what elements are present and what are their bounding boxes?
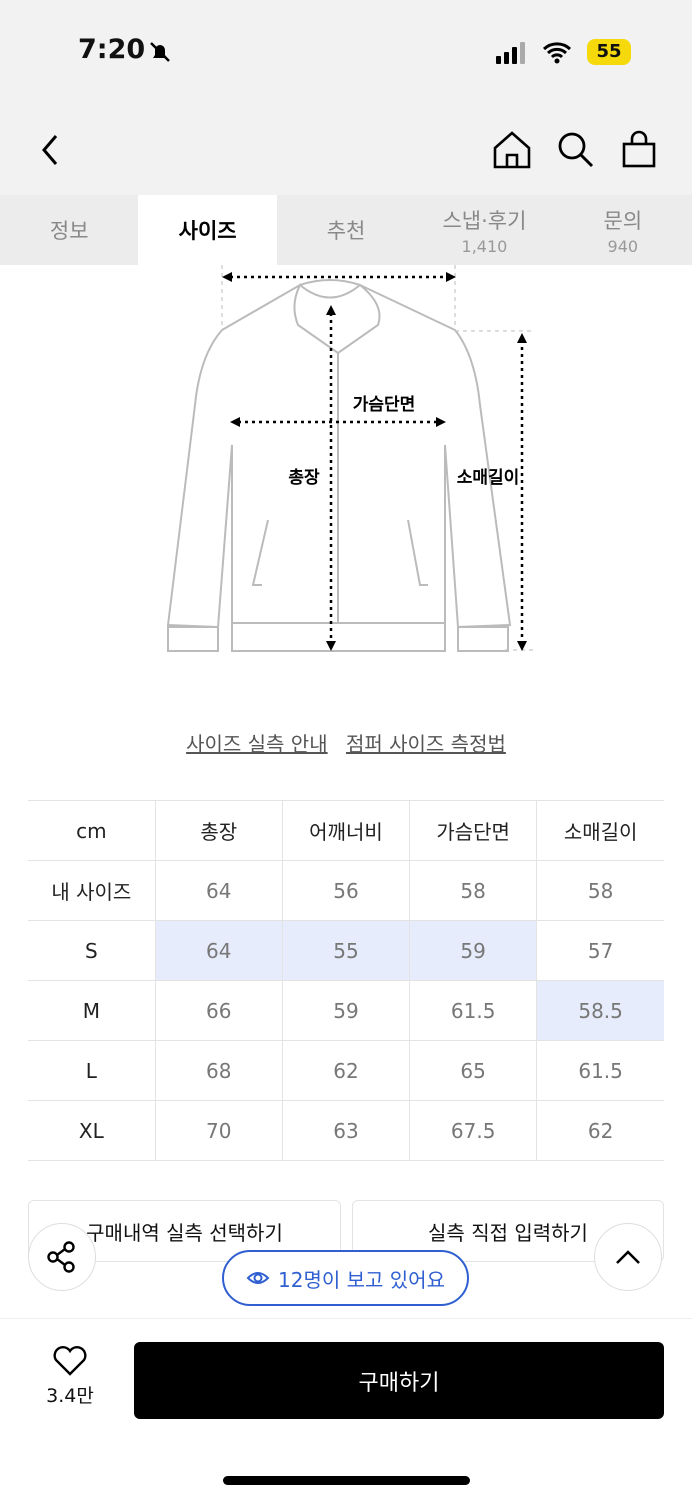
table-row: 내 사이즈 64 56 58 58 (28, 860, 664, 921)
table-cell: 64 (155, 860, 283, 921)
tab-size[interactable]: 사이즈 (138, 195, 277, 265)
table-cell: 56 (282, 860, 411, 921)
table-cell: XL (28, 1100, 156, 1161)
table-cell: 62 (536, 1100, 664, 1161)
table-cell: 59 (409, 920, 538, 981)
jacket-size-diagram: 가슴단면 총장 소매길이 (166, 265, 535, 652)
tab-label: 사이즈 (178, 219, 237, 243)
table-cell: 64 (155, 920, 283, 981)
table-row: L 68 62 65 61.5 (28, 1040, 664, 1101)
table-cell: 66 (155, 980, 283, 1041)
back-icon[interactable] (38, 134, 62, 166)
size-table: cm 총장 어깨너비 가슴단면 소매길이 내 사이즈 64 56 58 58 S 64 55 59 57… (28, 800, 664, 1161)
table-cell: 내 사이즈 (28, 860, 156, 921)
table-header: cm (28, 800, 156, 861)
buy-button[interactable]: 구매하기 (134, 1342, 664, 1419)
tab-label: 스냅·후기 (442, 208, 527, 233)
viewers-badge: 12명이 보고 있어요 (222, 1250, 469, 1306)
measure-method-link[interactable]: 점퍼 사이즈 측정법 (345, 732, 506, 756)
table-cell: 58 (409, 860, 538, 921)
scroll-top-button[interactable] (594, 1223, 662, 1291)
table-header-row: cm 총장 어깨너비 가슴단면 소매길이 (28, 800, 664, 861)
direct-measure-input-button[interactable]: 실측 직접 입력하기 (352, 1200, 664, 1262)
table-cell: M (28, 980, 156, 1041)
clock: 7:20 (78, 34, 146, 65)
battery-indicator: 55 (587, 39, 631, 65)
table-cell: 59 (282, 980, 411, 1041)
table-cell: 70 (155, 1100, 283, 1161)
home-indicator (223, 1476, 470, 1485)
table-row: M 66 59 61.5 58.5 (28, 980, 664, 1041)
tab-bar: 정보 사이즈 추천 스냅·후기 1,410 문의 940 (0, 195, 692, 265)
table-header: 총장 (155, 800, 283, 861)
table-cell: 57 (536, 920, 664, 981)
sleeve-label: 소매길이 (457, 468, 520, 488)
table-cell: L (28, 1040, 156, 1101)
table-cell: 58.5 (536, 980, 664, 1041)
table-cell: 61.5 (409, 980, 538, 1041)
size-guide-link[interactable]: 사이즈 실측 안내 (186, 732, 328, 756)
heart-icon (53, 1346, 87, 1376)
table-header: 소매길이 (536, 800, 664, 861)
chest-label: 가슴단면 (353, 395, 416, 415)
tab-label: 문의 (603, 208, 643, 233)
tab-count: 940 (607, 236, 639, 256)
tab-count: 1,410 (461, 236, 508, 256)
like-count: 3.4만 (46, 1385, 94, 1407)
bell-off-icon (150, 42, 170, 62)
table-header: 어깨너비 (282, 800, 411, 861)
viewers-text: 12명이 보고 있어요 (278, 1267, 445, 1292)
eye-icon (246, 1272, 270, 1284)
table-cell: S (28, 920, 156, 981)
tab-label: 추천 (326, 219, 366, 243)
table-cell: 61.5 (536, 1040, 664, 1101)
search-icon[interactable] (556, 130, 596, 170)
share-button[interactable] (28, 1223, 96, 1291)
divider (0, 1318, 692, 1319)
shopping-bag-icon[interactable] (620, 130, 660, 170)
header (0, 100, 692, 195)
tab-reviews[interactable]: 스냅·후기 1,410 (415, 195, 553, 265)
purchase-history-measure-button[interactable]: 구매내역 실측 선택하기 (28, 1200, 341, 1262)
home-icon[interactable] (492, 130, 532, 170)
chevron-up-icon (616, 1250, 640, 1264)
table-cell: 55 (282, 920, 411, 981)
table-cell: 58 (536, 860, 664, 921)
table-cell: 67.5 (409, 1100, 538, 1161)
table-header: 가슴단면 (409, 800, 538, 861)
table-cell: 65 (409, 1040, 538, 1101)
table-cell: 68 (155, 1040, 283, 1101)
wifi-icon (542, 42, 572, 64)
table-row: XL 70 63 67.5 62 (28, 1100, 664, 1161)
share-icon (47, 1241, 75, 1273)
tab-info[interactable]: 정보 (0, 195, 138, 265)
size-guide-links: 사이즈 실측 안내 점퍼 사이즈 측정법 (0, 728, 692, 757)
tab-recommend[interactable]: 추천 (277, 195, 415, 265)
status-bar: 7:20 55 (0, 0, 692, 100)
table-row: S 64 55 59 57 (28, 920, 664, 981)
length-label: 총장 (288, 468, 320, 488)
tab-inquiry[interactable]: 문의 940 (554, 195, 692, 265)
signal-icon (496, 42, 525, 64)
tab-label: 정보 (49, 219, 89, 243)
table-cell: 63 (282, 1100, 411, 1161)
table-cell: 62 (282, 1040, 411, 1101)
like-button[interactable]: 3.4만 (30, 1345, 110, 1408)
